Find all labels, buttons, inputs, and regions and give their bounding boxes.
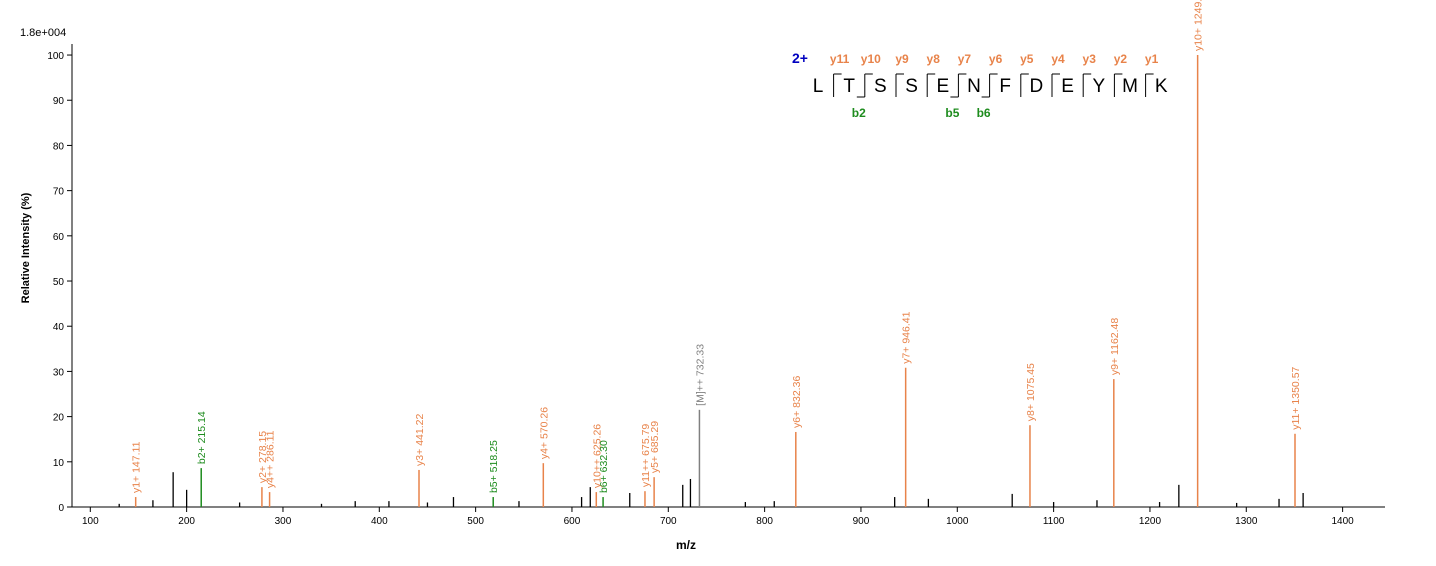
b-ion-label: b6: [977, 106, 991, 120]
residue: S: [905, 76, 918, 97]
x-tick-label: 400: [371, 516, 388, 527]
y-axis-title: Relative Intensity (%): [20, 192, 32, 303]
x-tick-label: 300: [275, 516, 292, 527]
peak-label: y10+ 1249.51: [1193, 0, 1205, 51]
y-tick-label: 10: [53, 458, 65, 469]
max-intensity: 1.8e+004: [20, 27, 66, 39]
x-axis-title: m/z: [676, 538, 696, 552]
x-tick-label: 1000: [946, 516, 969, 527]
y-ion-label: y10: [861, 52, 881, 66]
y-tick-label: 100: [47, 51, 64, 62]
y-ion-label: y1: [1145, 52, 1159, 66]
residue: T: [843, 76, 855, 97]
y-ion-label: y4: [1051, 52, 1065, 66]
peak-label: y3+ 441.22: [414, 414, 426, 466]
peak-label: y10++ 625.26: [591, 424, 603, 488]
residue: K: [1155, 76, 1168, 97]
residue: M: [1122, 76, 1138, 97]
y-tick-label: 20: [53, 413, 65, 424]
x-tick-label: 500: [467, 516, 484, 527]
y-tick-label: 40: [53, 322, 65, 333]
peak-label: y11++ 675.79: [640, 424, 652, 488]
charge-state: 2+: [792, 50, 808, 66]
peak-label: y6+ 832.36: [791, 376, 803, 428]
x-tick-label: 700: [660, 516, 677, 527]
x-tick-label: 1200: [1139, 516, 1162, 527]
peak-label: b5+ 518.25: [488, 440, 500, 493]
y-tick-label: 0: [58, 503, 64, 514]
peak-label: y4+ 570.26: [538, 407, 550, 459]
peak-label: b2+ 215.14: [196, 411, 208, 464]
residue: S: [874, 76, 887, 97]
residue: F: [999, 76, 1011, 97]
y-ion-label: y8: [927, 52, 941, 66]
x-tick-label: 1400: [1331, 516, 1354, 527]
y-tick-label: 60: [53, 232, 65, 243]
peak-label: y7+ 946.41: [901, 311, 913, 363]
x-tick-label: 1300: [1235, 516, 1258, 527]
peak-label: [M]++ 732.33: [694, 344, 706, 406]
x-tick-label: 1100: [1043, 516, 1065, 527]
residue: D: [1030, 76, 1044, 97]
y-tick-label: 50: [53, 277, 65, 288]
y-ion-label: y5: [1020, 52, 1034, 66]
y-tick-label: 30: [53, 367, 65, 378]
peak-label: y1+ 147.11: [131, 441, 143, 493]
y-tick-label: 80: [53, 141, 65, 152]
residue: Y: [1092, 76, 1105, 97]
y-tick-label: 70: [53, 187, 65, 198]
y-ion-label: y9: [895, 52, 909, 66]
x-tick-label: 800: [756, 516, 773, 527]
residue: N: [967, 76, 981, 97]
peak-label: y4++ 286.11: [265, 430, 277, 488]
y-ion-label: y7: [958, 52, 972, 66]
residue: E: [1061, 76, 1074, 97]
residue: E: [936, 76, 949, 97]
peak-label: b6+ 632.30: [598, 440, 610, 493]
peak-label: y2+ 278.15: [257, 431, 269, 483]
y-ion-label: y3: [1083, 52, 1097, 66]
x-tick-label: 200: [178, 516, 195, 527]
x-tick-label: 600: [564, 516, 581, 527]
x-tick-label: 100: [82, 516, 99, 527]
y-ion-label: y6: [989, 52, 1003, 66]
y-ion-label: y11: [830, 52, 850, 66]
b-ion-label: b5: [945, 106, 959, 120]
y-tick-label: 90: [53, 96, 65, 107]
b-ion-label: b2: [852, 106, 866, 120]
peak-label: y9+ 1162.48: [1109, 318, 1121, 375]
y-ion-label: y2: [1114, 52, 1128, 66]
peak-label: y11+ 1350.57: [1290, 366, 1302, 429]
peak-label: y5+ 685.29: [649, 421, 661, 473]
peak-label: y8+ 1075.45: [1025, 363, 1037, 421]
residue: L: [813, 76, 824, 97]
x-tick-label: 900: [853, 516, 870, 527]
